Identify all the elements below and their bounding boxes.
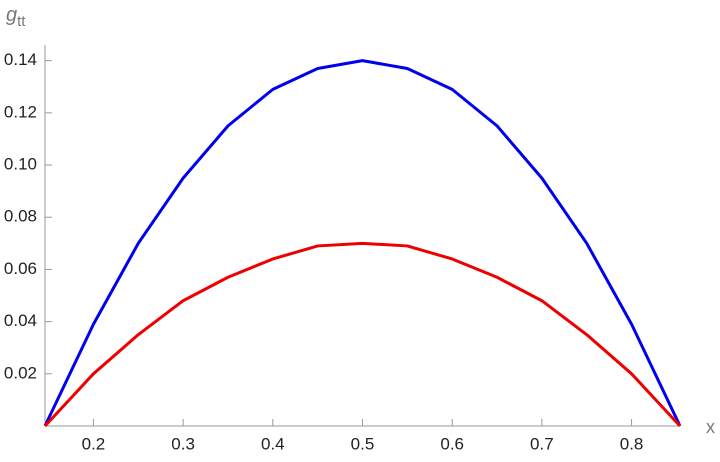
y-tick-label: 0.08 [4, 207, 37, 226]
y-tick-label: 0.12 [4, 102, 37, 121]
y-label-sub: tt [17, 13, 26, 30]
y-tick-label: 0.10 [4, 155, 37, 174]
series-line [43, 59, 682, 427]
y-tick-label: 0.02 [4, 363, 37, 382]
y-axis-label: gtt [6, 4, 26, 30]
series-line [43, 241, 682, 428]
x-tick-label: 0.8 [620, 434, 644, 453]
x-axis-label: x [706, 417, 715, 437]
x-tick-label: 0.6 [440, 434, 464, 453]
x-tick-label: 0.2 [82, 434, 106, 453]
y-tick-label: 0.04 [4, 311, 37, 330]
x-tick-label: 0.7 [530, 434, 554, 453]
y-tick-label: 0.06 [4, 259, 37, 278]
y-label-base: g [6, 4, 17, 26]
x-tick-label: 0.5 [351, 434, 375, 453]
y-tick-label: 0.14 [4, 50, 37, 69]
x-tick-label: 0.3 [171, 434, 195, 453]
x-tick-label: 0.4 [261, 434, 285, 453]
